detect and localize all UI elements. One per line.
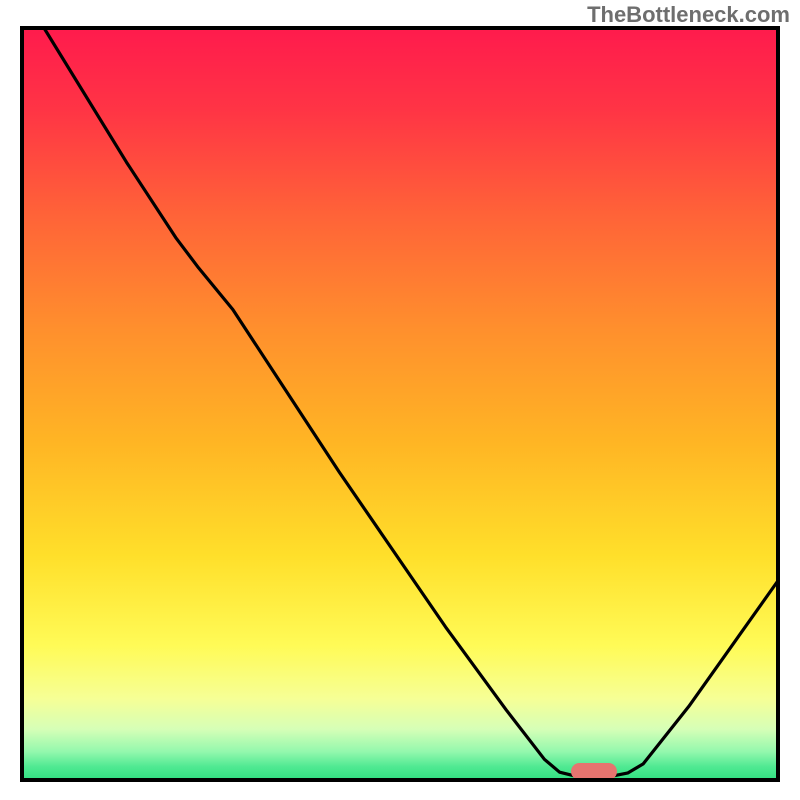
bottleneck-chart: TheBottleneck.com <box>0 0 800 800</box>
attribution-text: TheBottleneck.com <box>587 2 790 28</box>
plot-area <box>20 26 780 782</box>
bottleneck-curve <box>20 26 780 782</box>
optimal-point-marker <box>571 763 617 780</box>
